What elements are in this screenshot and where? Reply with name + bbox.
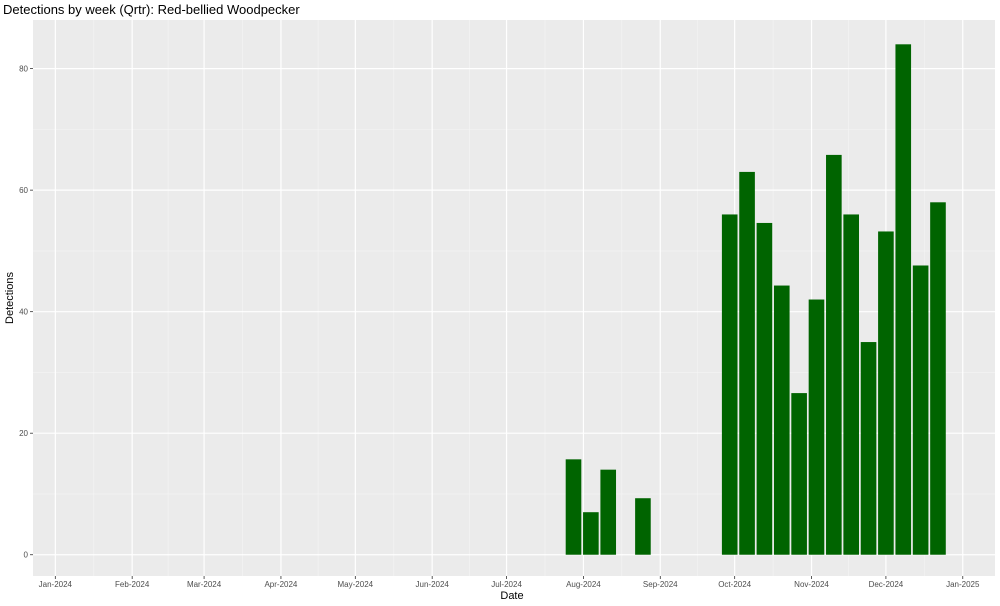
x-tick-label: Mar-2024 bbox=[187, 580, 222, 589]
bar bbox=[826, 154, 842, 555]
y-axis: 0 20 40 60 80 bbox=[19, 65, 33, 560]
x-tick-label: May-2024 bbox=[338, 580, 374, 589]
bar bbox=[912, 265, 929, 555]
y-tick-label: 20 bbox=[19, 429, 28, 438]
bar bbox=[756, 222, 773, 555]
y-axis-title: Detections bbox=[4, 272, 16, 324]
x-tick-label: Oct-2024 bbox=[718, 580, 751, 589]
bar bbox=[860, 342, 877, 555]
y-tick-label: 0 bbox=[24, 551, 29, 560]
bar bbox=[583, 512, 599, 555]
x-tick-label: Sep-2024 bbox=[643, 580, 678, 589]
bar bbox=[878, 231, 894, 555]
x-tick-label: Jan-2025 bbox=[946, 580, 980, 589]
bar bbox=[791, 393, 807, 555]
bar bbox=[739, 171, 755, 555]
x-tick-label: Feb-2024 bbox=[115, 580, 150, 589]
x-tick-label: Apr-2024 bbox=[264, 580, 297, 589]
x-tick-label: Aug-2024 bbox=[566, 580, 601, 589]
x-tick-label: Nov-2024 bbox=[794, 580, 829, 589]
x-axis: Jan-2024 Feb-2024 Mar-2024 Apr-2024 May-2024… bbox=[39, 576, 980, 589]
x-axis-title: Date bbox=[500, 590, 523, 602]
x-tick-label: Jun-2024 bbox=[416, 580, 450, 589]
y-tick-label: 80 bbox=[19, 65, 28, 74]
x-tick-label: Jul-2024 bbox=[491, 580, 522, 589]
bar bbox=[895, 44, 912, 555]
x-tick-label: Dec-2024 bbox=[869, 580, 904, 589]
x-tick-label: Jan-2024 bbox=[39, 580, 73, 589]
bar bbox=[600, 469, 617, 555]
y-tick-label: 60 bbox=[19, 186, 28, 195]
bar bbox=[930, 202, 946, 555]
bar bbox=[808, 299, 825, 555]
bar bbox=[635, 498, 651, 555]
bar bbox=[565, 459, 582, 555]
bar bbox=[843, 214, 860, 555]
bars bbox=[565, 44, 946, 555]
bar bbox=[773, 285, 790, 555]
chart-title: Detections by week (Qrtr): Red-bellied W… bbox=[3, 2, 300, 17]
bar bbox=[721, 214, 738, 555]
y-tick-label: 40 bbox=[19, 308, 28, 317]
